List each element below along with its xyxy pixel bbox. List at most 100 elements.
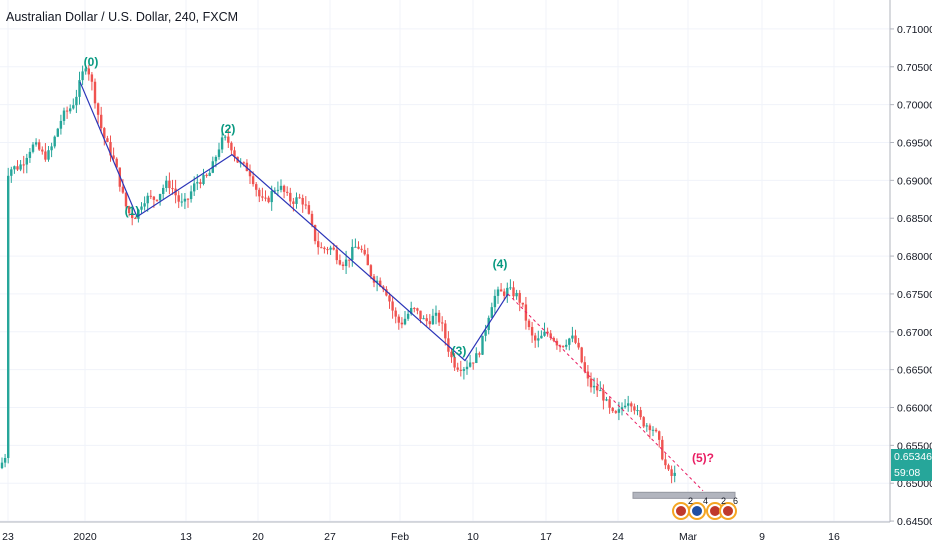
y-tick-label: 0.66000 [897,403,932,415]
candle-body [527,320,531,328]
candle-body [267,197,270,203]
candle-body [62,110,66,121]
candle-body [540,335,543,339]
last-price-label: 0.65346 [891,449,932,466]
candle-body [608,399,611,408]
flag-fill [692,506,702,516]
candle-body [583,362,586,372]
candle-body [481,335,484,355]
candle-body [546,331,549,334]
candle-body [462,369,466,371]
candle-body [574,335,577,343]
candle-body [251,176,255,185]
candle-body [670,469,673,476]
candle-body [53,136,56,147]
candle-body [279,185,283,190]
candle-body [450,351,453,358]
candle-body [41,149,44,152]
candle-body [645,425,648,427]
candle-body [599,390,602,392]
candle-body [630,403,633,407]
candle-body [503,291,506,296]
candle-body [354,246,357,248]
candle-body [596,385,599,391]
candle-body [422,318,425,320]
x-tick-label: Feb [391,531,409,543]
candle-body [444,323,447,339]
candle-body [152,196,156,200]
candle-body [121,186,125,193]
candle-body [586,371,590,379]
candle-body [468,362,472,367]
candle-body [518,292,521,303]
candle-body [245,162,249,172]
candle-body [255,184,258,190]
elliott-wave-lines [79,81,704,492]
event-count: 2 [688,496,693,506]
x-tick-label: 23 [2,531,14,543]
wave-projection[interactable] [507,293,704,492]
candle-body [332,247,335,250]
candle-body [366,254,369,266]
y-tick-label: 0.68500 [897,213,932,225]
candle-body [323,247,326,250]
candle-body [431,315,435,325]
y-tick-label: 0.69000 [897,175,932,187]
candle-body [620,407,624,410]
candle-body [400,322,404,325]
candle-body [490,307,493,318]
candle-body [379,280,382,287]
candle-body [580,347,583,363]
candle-body [242,162,245,164]
candle-body [611,407,614,412]
candle-body [214,156,218,162]
candle-body [530,327,534,336]
candle-body [403,318,407,325]
y-tick-label: 0.68000 [897,251,932,263]
time-axis[interactable]: 23 2020 13 20 27 Feb 10 17 24 Mar 9 16 [2,531,840,543]
candle-body [592,385,596,388]
target-zone[interactable] [632,491,736,499]
candle-body [493,295,497,308]
candle-body [639,410,642,418]
candle-body [84,68,87,72]
wave-polyline[interactable] [79,81,509,362]
candle-body [568,338,571,345]
x-tick-label: Mar [679,531,698,543]
candle-body [276,189,280,191]
candle-body [357,246,360,249]
candle-body [472,362,475,364]
wave-label: (1) [125,204,140,218]
candle-body [13,166,16,170]
candle-body [335,249,338,261]
x-tick-label: 27 [324,531,336,543]
candle-body [146,195,149,204]
candle-body [391,301,394,311]
candle-body [295,197,298,204]
candle-body [127,206,131,214]
x-tick-label: 13 [180,531,192,543]
candle-body [25,157,28,165]
flag-fill [723,506,733,516]
candle-body [202,174,205,185]
candle-body [571,335,574,339]
candle-body [537,338,540,341]
event-count: 4 [703,496,708,506]
y-tick-label: 0.71000 [897,24,932,36]
candle-body [165,180,168,188]
candle-body [360,248,363,250]
candle-body [388,295,391,302]
candle-body [413,308,416,310]
candle-body [385,289,388,296]
candle-body [217,149,221,157]
candle-body [286,191,289,193]
candle-body [168,180,171,189]
candlestick-series [0,64,676,484]
candle-body [189,191,193,200]
y-tick-label: 0.70500 [897,62,932,74]
candle-body [131,213,134,219]
candle-body [329,247,332,250]
candle-body [654,429,658,432]
